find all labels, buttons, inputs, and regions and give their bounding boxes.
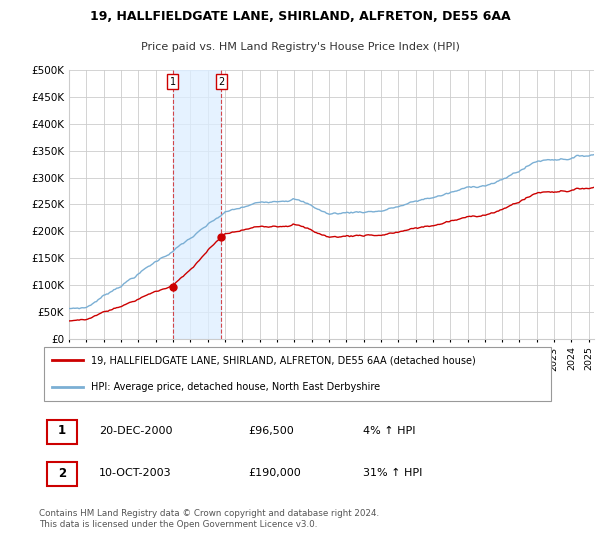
Text: £96,500: £96,500 bbox=[248, 426, 293, 436]
Bar bbox=[173, 70, 221, 339]
FancyBboxPatch shape bbox=[47, 463, 77, 487]
FancyBboxPatch shape bbox=[47, 420, 77, 444]
Text: Contains HM Land Registry data © Crown copyright and database right 2024.
This d: Contains HM Land Registry data © Crown c… bbox=[39, 509, 379, 529]
Text: 20-DEC-2000: 20-DEC-2000 bbox=[99, 426, 173, 436]
Text: 31% ↑ HPI: 31% ↑ HPI bbox=[362, 469, 422, 478]
FancyBboxPatch shape bbox=[44, 347, 551, 401]
Text: 1: 1 bbox=[58, 424, 66, 437]
Text: 4% ↑ HPI: 4% ↑ HPI bbox=[362, 426, 415, 436]
Text: 10-OCT-2003: 10-OCT-2003 bbox=[99, 469, 172, 478]
Text: 2: 2 bbox=[58, 467, 66, 480]
Text: 1: 1 bbox=[170, 77, 176, 87]
Text: HPI: Average price, detached house, North East Derbyshire: HPI: Average price, detached house, Nort… bbox=[91, 382, 380, 392]
Text: 2: 2 bbox=[218, 77, 224, 87]
Text: £190,000: £190,000 bbox=[248, 469, 301, 478]
Text: 19, HALLFIELDGATE LANE, SHIRLAND, ALFRETON, DE55 6AA: 19, HALLFIELDGATE LANE, SHIRLAND, ALFRET… bbox=[89, 10, 511, 22]
Text: 19, HALLFIELDGATE LANE, SHIRLAND, ALFRETON, DE55 6AA (detached house): 19, HALLFIELDGATE LANE, SHIRLAND, ALFRET… bbox=[91, 355, 476, 365]
Text: Price paid vs. HM Land Registry's House Price Index (HPI): Price paid vs. HM Land Registry's House … bbox=[140, 42, 460, 52]
